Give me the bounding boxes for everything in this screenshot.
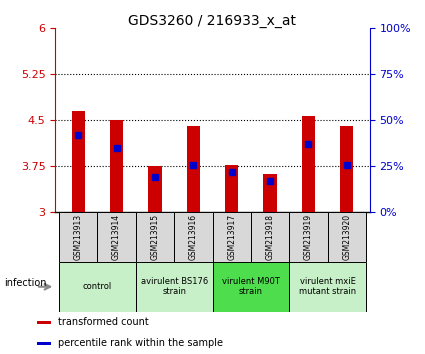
Bar bbox=[71, 111, 85, 212]
Bar bbox=[59, 212, 97, 262]
Bar bbox=[136, 262, 212, 312]
Text: infection: infection bbox=[4, 278, 47, 288]
Bar bbox=[37, 321, 51, 324]
Text: virulent M90T
strain: virulent M90T strain bbox=[222, 277, 280, 296]
Text: control: control bbox=[83, 282, 112, 291]
Bar bbox=[340, 126, 354, 212]
Bar bbox=[251, 212, 289, 262]
Bar bbox=[212, 262, 289, 312]
Text: virulent mxiE
mutant strain: virulent mxiE mutant strain bbox=[299, 277, 356, 296]
Text: GSM213917: GSM213917 bbox=[227, 214, 236, 260]
Bar bbox=[328, 212, 366, 262]
Bar bbox=[187, 126, 200, 212]
Bar bbox=[289, 212, 328, 262]
Bar bbox=[136, 212, 174, 262]
Text: avirulent BS176
strain: avirulent BS176 strain bbox=[141, 277, 208, 296]
Text: percentile rank within the sample: percentile rank within the sample bbox=[58, 338, 223, 348]
Bar bbox=[37, 342, 51, 345]
Text: GDS3260 / 216933_x_at: GDS3260 / 216933_x_at bbox=[128, 14, 297, 28]
Bar bbox=[174, 212, 212, 262]
Text: GSM213919: GSM213919 bbox=[304, 214, 313, 260]
Bar bbox=[212, 212, 251, 262]
Text: GSM213913: GSM213913 bbox=[74, 214, 83, 260]
Bar bbox=[110, 120, 123, 212]
Bar bbox=[225, 165, 238, 212]
Text: GSM213920: GSM213920 bbox=[342, 214, 351, 260]
Text: GSM213915: GSM213915 bbox=[150, 214, 159, 260]
Bar bbox=[97, 212, 136, 262]
Text: GSM213918: GSM213918 bbox=[266, 214, 275, 260]
Text: transformed count: transformed count bbox=[58, 317, 149, 327]
Text: GSM213916: GSM213916 bbox=[189, 214, 198, 260]
Bar bbox=[59, 262, 136, 312]
Bar bbox=[302, 116, 315, 212]
Bar bbox=[289, 262, 366, 312]
Bar bbox=[264, 175, 277, 212]
Bar bbox=[148, 166, 162, 212]
Text: GSM213914: GSM213914 bbox=[112, 214, 121, 260]
